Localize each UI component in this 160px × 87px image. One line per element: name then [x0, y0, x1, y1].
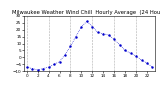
Title: Milwaukee Weather Wind Chill  Hourly Average  (24 Hours): Milwaukee Weather Wind Chill Hourly Aver… [12, 10, 160, 15]
